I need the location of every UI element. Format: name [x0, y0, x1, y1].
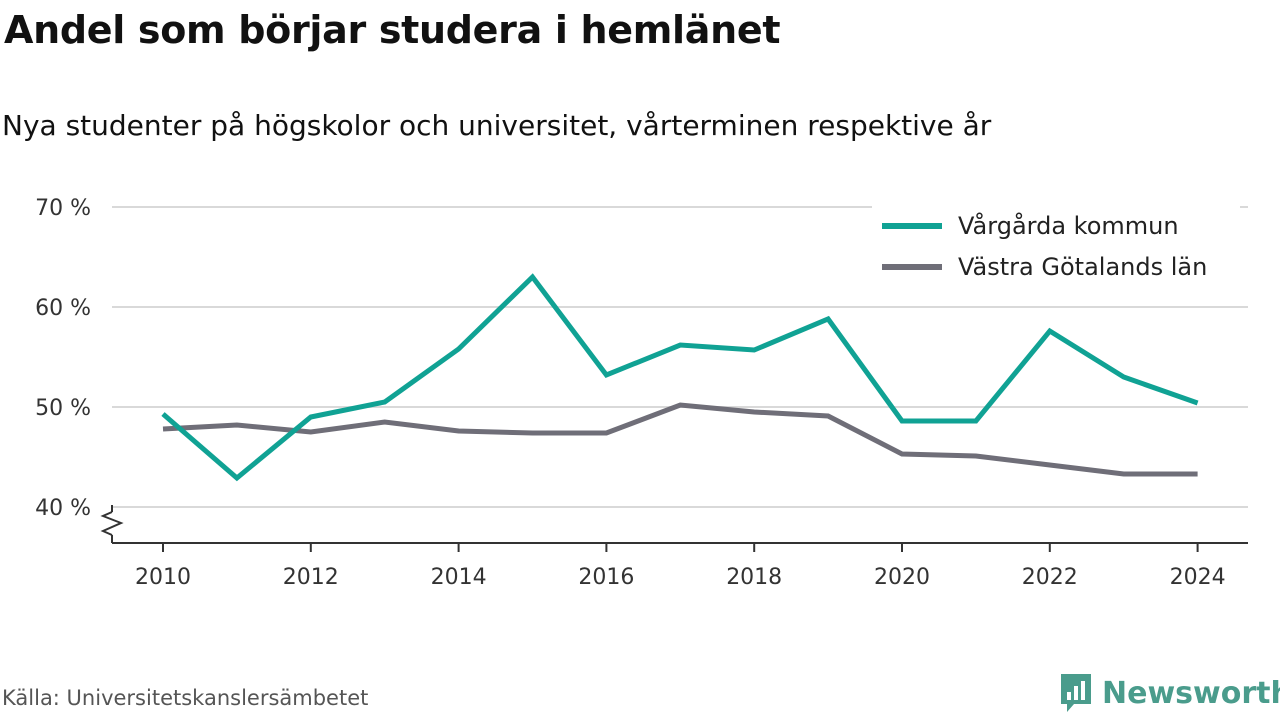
y-tick-label: 50 % [35, 396, 91, 421]
data-lines [161, 273, 1199, 482]
legend: Vårgårda kommun Västra Götalands län [872, 205, 1240, 293]
bar-chart-speech-bubble-icon [1061, 674, 1091, 712]
series-line [162, 402, 1198, 477]
legend-label: Vårgårda kommun [958, 211, 1179, 240]
chart-title: Andel som börjar studera i hemlänet [4, 8, 781, 52]
x-tick-label: 2012 [283, 565, 339, 590]
brand-logo[interactable]: Newsworthy [1058, 672, 1280, 714]
legend-background [872, 205, 1240, 293]
x-tick-label: 2024 [1170, 565, 1226, 590]
chart-subtitle: Nya studenter på högskolor och universit… [2, 109, 992, 142]
x-tick-label: 2020 [874, 565, 930, 590]
axes [100, 505, 1248, 544]
series-line [161, 273, 1199, 482]
x-tick-label: 2014 [431, 565, 487, 590]
x-tick-label: 2018 [726, 565, 782, 590]
legend-label: Västra Götalands län [958, 253, 1207, 281]
source-note: Källa: Universitetskanslersämbetet [2, 686, 369, 710]
axis-break-icon [100, 511, 124, 536]
y-tick-label: 40 % [35, 496, 91, 521]
y-axis-ticks: 40 % 50 % 60 % 70 % [35, 196, 91, 521]
line-chart: 40 % 50 % 60 % 70 % 2010 2012 2014 2016 2018 202… [35, 196, 1248, 590]
y-tick-label: 60 % [35, 296, 91, 321]
x-tick-label: 2016 [578, 565, 634, 590]
brand-name: Newsworthy [1102, 675, 1280, 711]
x-axis-ticks: 2010 2012 2014 2016 2018 2020 2022 2024 [135, 543, 1226, 590]
x-tick-label: 2022 [1022, 565, 1078, 590]
x-tick-label: 2010 [135, 565, 191, 590]
y-tick-label: 70 % [35, 196, 91, 221]
